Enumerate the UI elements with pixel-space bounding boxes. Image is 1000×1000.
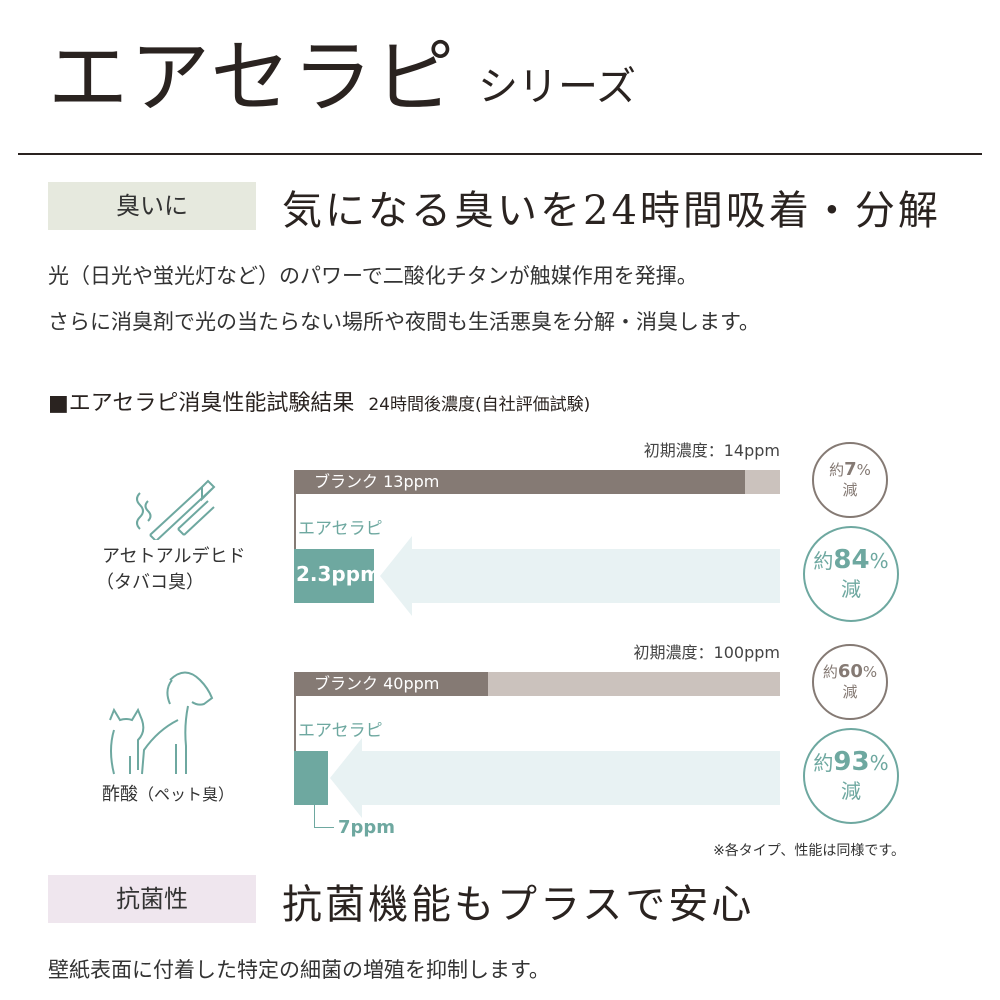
axis-line: [294, 672, 296, 804]
reduce-label: 減: [842, 481, 858, 499]
substance-name-2: 酢酸（ペット臭）: [102, 782, 234, 808]
blank-bar: ブランク 13ppm: [294, 470, 746, 494]
page-title: エアセラピ: [48, 31, 457, 124]
arrow-body: [410, 549, 780, 603]
reduce-label: 減: [841, 779, 861, 803]
blank-reduction-value: 7: [844, 459, 857, 480]
odor-tag: 臭いに: [48, 182, 256, 230]
product-reduction-badge: 約84% 減: [803, 526, 899, 622]
page-subtitle: シリーズ: [478, 64, 636, 110]
initial-concentration-2: 初期濃度：100ppm: [633, 643, 780, 662]
approx: 約: [813, 751, 834, 775]
substance-name-1: アセトアルデヒド: [102, 546, 246, 567]
reduce-label: 減: [842, 683, 858, 701]
antibac-text: 壁紙表面に付着した特定の細菌の増殖を抑制します。: [48, 958, 550, 982]
substance-odor-1: （タバコ臭）: [96, 572, 204, 593]
product-reduction-value: 84: [833, 545, 870, 575]
odor-heading: 気になる臭いを24時間吸着・分解: [282, 188, 941, 234]
odor-text-1: 光（日光や蛍光灯など）のパワーで二酸化チタンが触媒作用を発揮。: [48, 264, 698, 288]
blank-reduction-value: 60: [837, 661, 863, 682]
arrow-head: [330, 738, 362, 818]
product-label: エアセラピ: [298, 721, 383, 741]
approx: 約: [822, 663, 838, 681]
initial-concentration-1: 初期濃度：14ppm: [643, 441, 780, 460]
leader-line: [314, 805, 315, 827]
product-reduction-value: 93: [833, 747, 870, 777]
leader-line: [314, 827, 334, 828]
percent: %: [856, 461, 871, 479]
product-bar: [294, 751, 329, 805]
cigarette-icon: [136, 479, 216, 540]
percent: %: [862, 663, 878, 681]
antibac-tag: 抗菌性: [48, 875, 256, 923]
reduce-label: 減: [841, 577, 861, 601]
test-title: ■エアセラピ消臭性能試験結果 24時間後濃度(自社評価試験): [48, 385, 590, 417]
blank-reduction-badge: 約7% 減: [812, 442, 888, 518]
arrow-head: [380, 536, 412, 616]
dog-cat-icon: [109, 671, 214, 775]
arrow-body: [360, 751, 780, 805]
approx: 約: [829, 461, 845, 479]
product-value-label: 7ppm: [338, 817, 396, 838]
substance-name-text: 酢酸: [102, 784, 138, 805]
odor-text-2: さらに消臭剤で光の当たらない場所や夜間も生活悪臭を分解・消臭します。: [48, 310, 760, 334]
footnote: ※各タイプ、性能は同様です。: [713, 843, 905, 859]
test-note: 24時間後濃度(自社評価試験): [368, 395, 591, 415]
substance-odor-2: （ペット臭）: [138, 785, 235, 804]
blank-reduction-badge: 約60% 減: [812, 644, 888, 720]
product-value-label: 2.3ppm: [296, 562, 381, 586]
percent: %: [869, 751, 889, 775]
blank-bar: ブランク 40ppm: [294, 672, 489, 696]
product-bar: [294, 549, 374, 603]
test-title-text: ■エアセラピ消臭性能試験結果: [48, 391, 355, 416]
percent: %: [869, 549, 889, 573]
axis-line: [294, 470, 296, 602]
divider: [18, 153, 982, 155]
product-label: エアセラピ: [298, 519, 383, 539]
antibac-heading: 抗菌機能もプラスで安心: [282, 882, 755, 928]
approx: 約: [813, 549, 834, 573]
product-reduction-badge: 約93% 減: [803, 728, 899, 824]
